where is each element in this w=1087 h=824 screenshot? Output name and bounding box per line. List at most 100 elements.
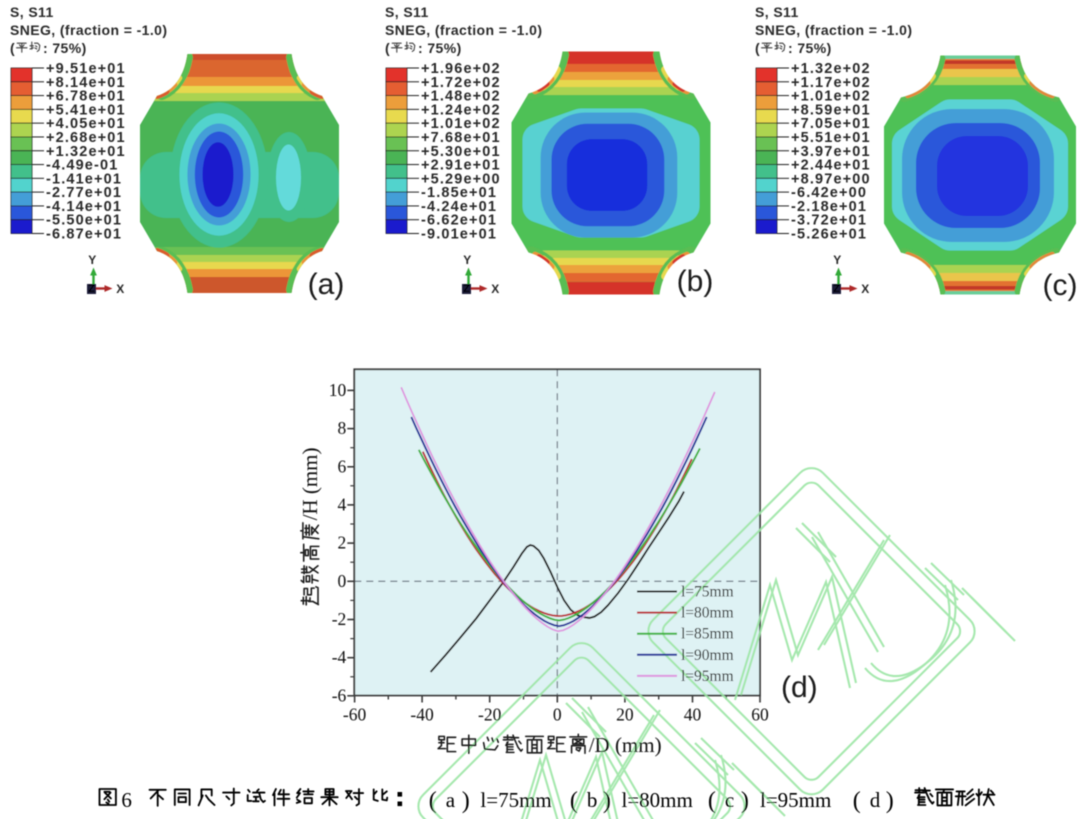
svg-text:): ) bbox=[462, 788, 470, 814]
svg-text:S, S11: S, S11 bbox=[755, 4, 799, 20]
svg-text:Z: Z bbox=[88, 283, 95, 295]
svg-text:(: ( bbox=[853, 788, 861, 814]
svg-text:SNEG, (fraction = -1.0): SNEG, (fraction = -1.0) bbox=[10, 22, 167, 38]
svg-text:(b): (b) bbox=[677, 265, 714, 298]
svg-text:+1.01e+02: +1.01e+02 bbox=[421, 116, 501, 132]
svg-text:+9.51e+01: +9.51e+01 bbox=[46, 61, 126, 77]
svg-text:-4: -4 bbox=[332, 647, 347, 667]
svg-text:-6.87e+01: -6.87e+01 bbox=[46, 227, 122, 243]
svg-text:l=90mm: l=90mm bbox=[681, 647, 734, 664]
svg-text:+5.41e+01: +5.41e+01 bbox=[46, 102, 126, 118]
svg-text:0: 0 bbox=[553, 705, 562, 725]
svg-text:-20: -20 bbox=[478, 705, 502, 725]
svg-text:8: 8 bbox=[338, 418, 347, 438]
svg-text:SNEG, (fraction = -1.0): SNEG, (fraction = -1.0) bbox=[755, 22, 912, 38]
svg-text:SNEG, (fraction = -1.0): SNEG, (fraction = -1.0) bbox=[385, 22, 542, 38]
svg-text:Y: Y bbox=[88, 253, 96, 267]
svg-text:+1.24e+02: +1.24e+02 bbox=[421, 102, 501, 118]
svg-text:S, S11: S, S11 bbox=[385, 4, 429, 20]
svg-text:+1.72e+02: +1.72e+02 bbox=[421, 75, 501, 91]
svg-text:+5.29e+00: +5.29e+00 bbox=[421, 171, 501, 187]
svg-text:/H (mm): /H (mm) bbox=[298, 447, 322, 520]
svg-text:+6.78e+01: +6.78e+01 bbox=[46, 89, 126, 105]
svg-text:X: X bbox=[116, 282, 124, 296]
svg-text:+2.44e+01: +2.44e+01 bbox=[791, 158, 871, 174]
svg-text:(: ( bbox=[755, 40, 760, 56]
svg-text:-2.77e+01: -2.77e+01 bbox=[46, 185, 122, 201]
svg-text:10: 10 bbox=[329, 380, 347, 400]
svg-text:+8.97e+00: +8.97e+00 bbox=[791, 171, 871, 187]
svg-text:c: c bbox=[725, 788, 734, 812]
svg-text:-60: -60 bbox=[343, 705, 367, 725]
svg-text:6: 6 bbox=[338, 456, 347, 476]
svg-text:(c): (c) bbox=[1043, 269, 1078, 302]
svg-text:l=95mm: l=95mm bbox=[760, 788, 831, 812]
svg-text:-9.01e+01: -9.01e+01 bbox=[421, 227, 497, 243]
svg-text:-2.18e+01: -2.18e+01 bbox=[791, 199, 867, 215]
svg-text:d: d bbox=[870, 788, 881, 812]
svg-text:+8.59e+01: +8.59e+01 bbox=[791, 102, 871, 118]
svg-text:+1.17e+02: +1.17e+02 bbox=[791, 75, 871, 91]
svg-text:l=95mm: l=95mm bbox=[681, 668, 734, 685]
svg-text:+7.68e+01: +7.68e+01 bbox=[421, 130, 501, 146]
svg-text:-6.62e+01: -6.62e+01 bbox=[421, 213, 497, 229]
svg-text:(a): (a) bbox=[308, 268, 345, 301]
svg-text:+4.05e+01: +4.05e+01 bbox=[46, 116, 126, 132]
svg-text:+1.48e+02: +1.48e+02 bbox=[421, 89, 501, 105]
svg-text:l=80mm: l=80mm bbox=[622, 788, 693, 812]
svg-text:+1.32e+01: +1.32e+01 bbox=[46, 144, 126, 160]
svg-text:: 75%): : 75%) bbox=[418, 40, 462, 56]
svg-text:+1.32e+02: +1.32e+02 bbox=[791, 61, 871, 77]
svg-text:Y: Y bbox=[463, 253, 471, 267]
svg-text:X: X bbox=[491, 282, 499, 296]
svg-text:0: 0 bbox=[338, 571, 347, 591]
svg-text:-4.24e+01: -4.24e+01 bbox=[421, 199, 497, 215]
svg-text:2: 2 bbox=[338, 533, 347, 553]
svg-text:40: 40 bbox=[684, 705, 702, 725]
svg-text:+7.05e+01: +7.05e+01 bbox=[791, 116, 871, 132]
svg-text:(: ( bbox=[708, 788, 716, 814]
svg-text:6: 6 bbox=[121, 788, 131, 812]
svg-text:: 75%): : 75%) bbox=[43, 40, 87, 56]
svg-text:+8.14e+01: +8.14e+01 bbox=[46, 75, 126, 91]
svg-text:b: b bbox=[587, 788, 598, 812]
svg-text:-4.14e+01: -4.14e+01 bbox=[46, 199, 122, 215]
svg-text:20: 20 bbox=[616, 705, 634, 725]
svg-text:(: ( bbox=[385, 40, 390, 56]
svg-text:-3.72e+01: -3.72e+01 bbox=[791, 213, 867, 229]
svg-text:l=85mm: l=85mm bbox=[681, 626, 734, 643]
svg-text:Z: Z bbox=[463, 283, 470, 295]
svg-text:-4.49e-01: -4.49e-01 bbox=[46, 158, 118, 174]
svg-text:-1.41e+01: -1.41e+01 bbox=[46, 171, 122, 187]
svg-text:-6.42e+00: -6.42e+00 bbox=[791, 185, 867, 201]
svg-text:-1.85e+01: -1.85e+01 bbox=[421, 185, 497, 201]
svg-text:+1.01e+02: +1.01e+02 bbox=[791, 89, 871, 105]
svg-text:/D (mm): /D (mm) bbox=[589, 733, 662, 757]
svg-text:+5.30e+01: +5.30e+01 bbox=[421, 144, 501, 160]
svg-text:): ) bbox=[886, 788, 894, 814]
svg-text:(: ( bbox=[10, 40, 15, 56]
svg-text:Z: Z bbox=[833, 283, 840, 295]
svg-text:X: X bbox=[861, 282, 869, 296]
svg-text:Y: Y bbox=[833, 253, 841, 267]
svg-text:60: 60 bbox=[751, 705, 769, 725]
svg-text:(: ( bbox=[570, 788, 578, 814]
svg-text:+3.97e+01: +3.97e+01 bbox=[791, 144, 871, 160]
svg-text:): ) bbox=[741, 788, 749, 814]
svg-text:(: ( bbox=[429, 788, 437, 814]
svg-text:-6: -6 bbox=[332, 685, 347, 705]
svg-text:-2: -2 bbox=[332, 609, 347, 629]
svg-text:+5.51e+01: +5.51e+01 bbox=[791, 130, 871, 146]
svg-text:S, S11: S, S11 bbox=[10, 4, 54, 20]
svg-text:-40: -40 bbox=[410, 705, 434, 725]
svg-text:-5.50e+01: -5.50e+01 bbox=[46, 213, 122, 229]
svg-text:l=80mm: l=80mm bbox=[681, 605, 734, 622]
svg-text:+2.91e+01: +2.91e+01 bbox=[421, 158, 501, 174]
svg-text:l=75mm: l=75mm bbox=[480, 788, 551, 812]
svg-text:(d): (d) bbox=[781, 671, 818, 704]
svg-text:4: 4 bbox=[338, 494, 347, 514]
svg-text:l=75mm: l=75mm bbox=[681, 584, 734, 601]
svg-text:+2.68e+01: +2.68e+01 bbox=[46, 130, 126, 146]
svg-text:: 75%): : 75%) bbox=[788, 40, 832, 56]
svg-text:+1.96e+02: +1.96e+02 bbox=[421, 61, 501, 77]
